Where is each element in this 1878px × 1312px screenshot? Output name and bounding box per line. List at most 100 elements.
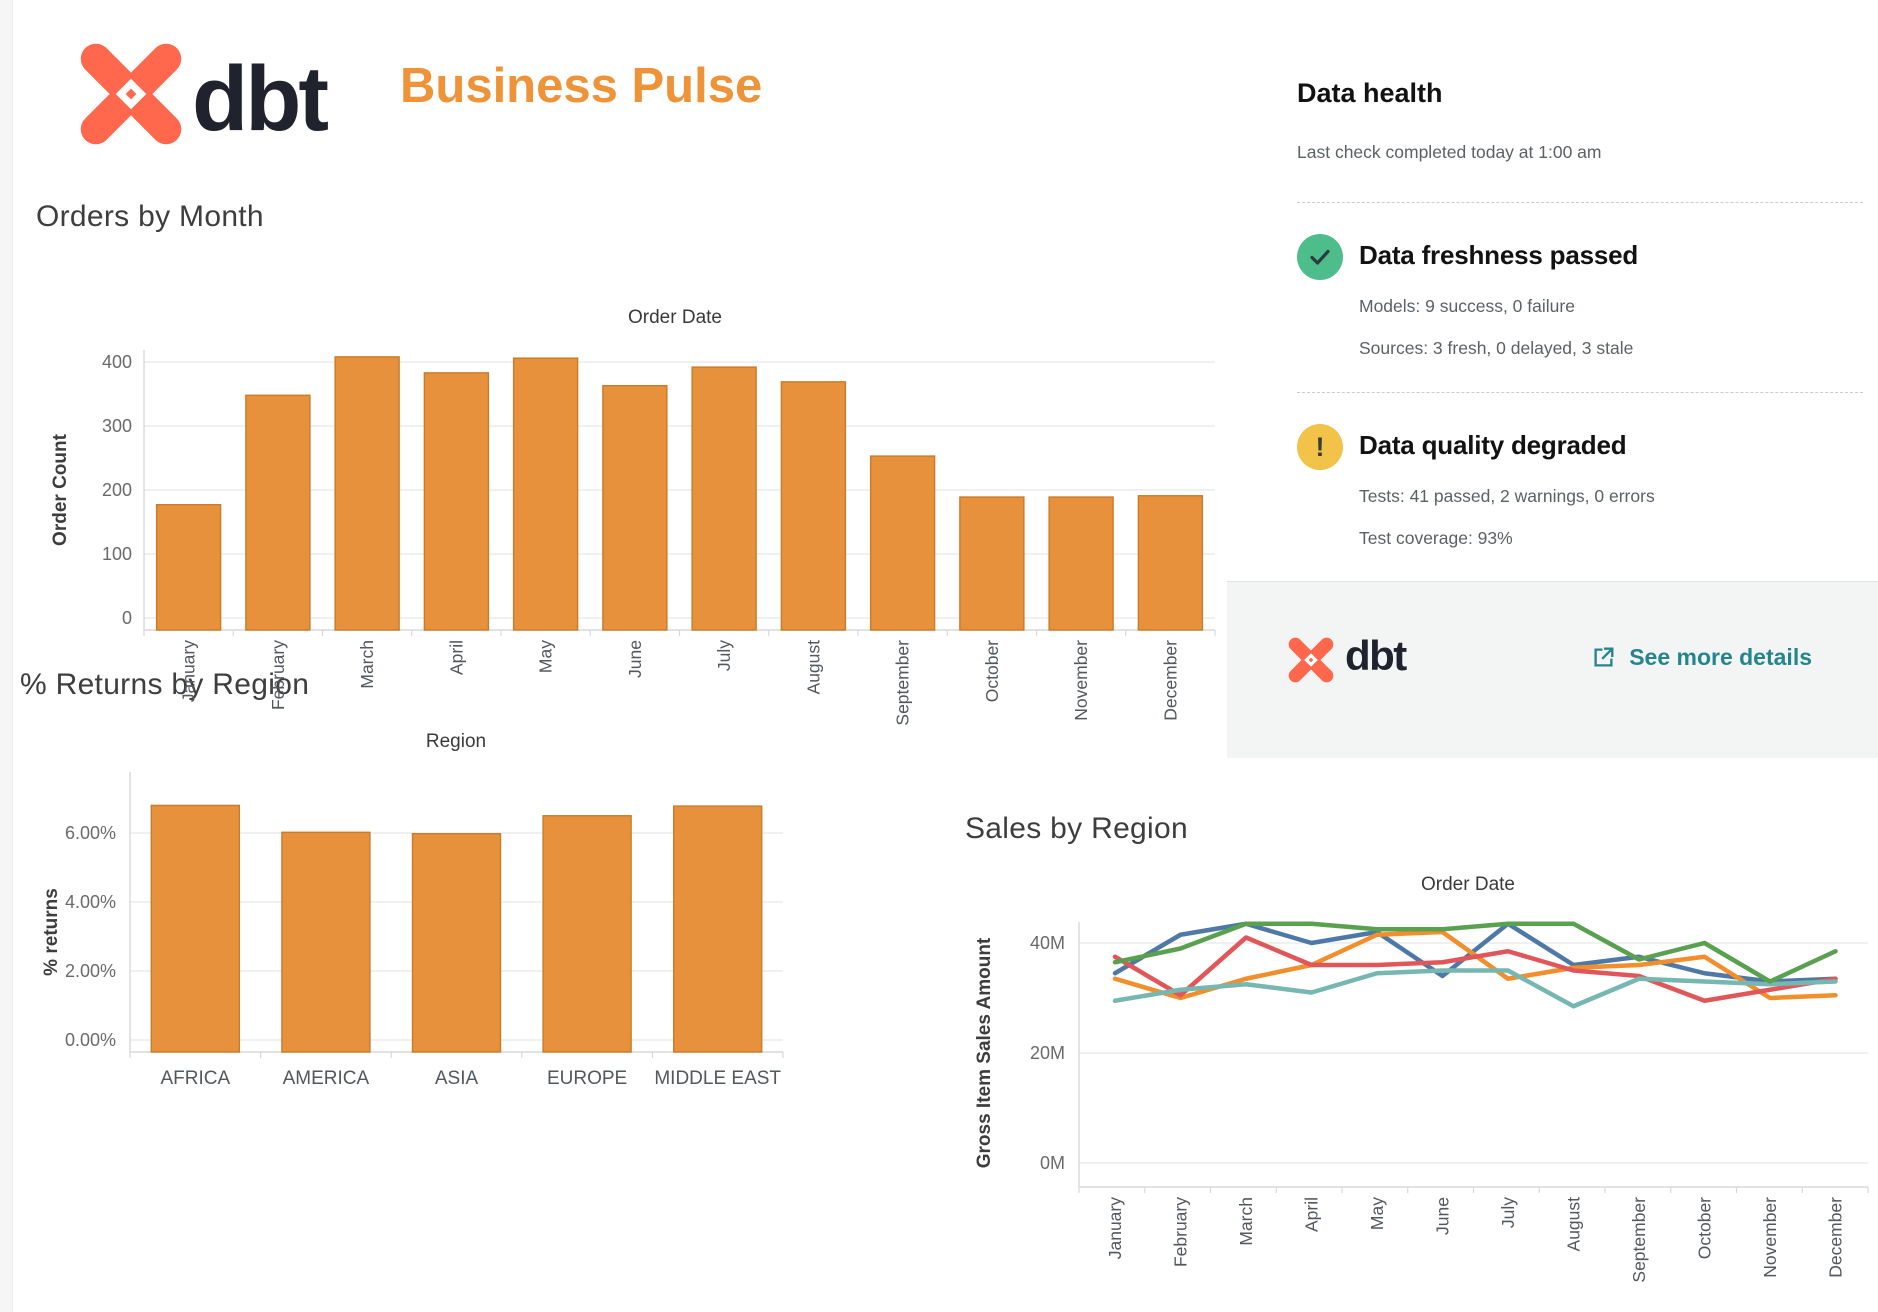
pane-subtitle: Order Date xyxy=(1421,874,1515,895)
warning-glyph: ! xyxy=(1315,431,1325,462)
y-tick-label: 2.00% xyxy=(65,961,116,981)
bar-africa xyxy=(150,804,241,1053)
x-category-label: September xyxy=(1629,1197,1649,1283)
bar-october xyxy=(959,496,1025,631)
external-link-icon xyxy=(1594,647,1614,667)
bar-america xyxy=(281,831,371,1053)
bar-december xyxy=(1137,495,1204,631)
y-axis-title: Gross Item Sales Amount xyxy=(974,937,995,1168)
y-tick-label: 0 xyxy=(122,608,132,628)
page-title: Business Pulse xyxy=(400,59,763,113)
x-category-label: November xyxy=(1760,1197,1780,1278)
x-category-label: December xyxy=(1826,1197,1846,1278)
bar-july xyxy=(691,366,757,631)
warning-icon: ! xyxy=(1297,424,1343,470)
pane-subtitle: Order Date xyxy=(628,307,722,328)
x-category-label: November xyxy=(1071,640,1091,721)
x-category-label: EUROPE xyxy=(547,1068,627,1089)
bar-middle-east xyxy=(673,805,763,1053)
brand-wordmark: dbt xyxy=(192,47,329,150)
y-axis-title: % returns xyxy=(41,888,62,976)
separator xyxy=(1297,392,1863,393)
x-category-label: October xyxy=(1695,1197,1715,1259)
x-category-label: July xyxy=(1498,1197,1518,1228)
x-category-label: April xyxy=(446,640,466,675)
x-category-label: May xyxy=(536,640,556,673)
models-status-line: Models: 9 success, 0 failure xyxy=(1359,296,1575,316)
chart-title-orders-by-month: Orders by Month xyxy=(36,200,264,233)
y-tick-label: 6.00% xyxy=(65,823,116,843)
line-asia xyxy=(1112,935,1838,1003)
x-category-label: April xyxy=(1302,1197,1322,1232)
pane-subtitle: Region xyxy=(426,731,486,752)
data-health-panel: Data health Last check completed today a… xyxy=(1227,36,1878,758)
x-category-label: February xyxy=(1171,1197,1191,1267)
x-category-label: September xyxy=(893,640,913,726)
chart-title-returns-by-region: % Returns by Region xyxy=(20,668,310,701)
chart-title-sales-by-region: Sales by Region xyxy=(965,812,1188,845)
bar-may xyxy=(512,357,579,631)
y-tick-label: 20M xyxy=(1030,1043,1065,1063)
x-category-label: June xyxy=(625,640,645,678)
see-more-details-link[interactable]: See more details xyxy=(1590,644,1812,671)
x-category-label: March xyxy=(357,640,377,689)
bars xyxy=(155,356,1204,631)
x-category-label: January xyxy=(1105,1197,1125,1260)
coverage-status-line: Test coverage: 93% xyxy=(1359,528,1513,548)
y-tick-label: 200 xyxy=(102,480,132,500)
line-europe xyxy=(1112,968,1838,1009)
y-tick-label: 40M xyxy=(1030,933,1065,953)
sources-status-line: Sources: 3 fresh, 0 delayed, 3 stale xyxy=(1359,338,1634,358)
quality-status-title: Data quality degraded xyxy=(1359,430,1627,460)
x-category-label: February xyxy=(268,640,288,710)
x-category-label: MIDDLE EAST xyxy=(654,1068,781,1089)
x-category-label: July xyxy=(714,640,734,671)
bar-asia xyxy=(411,832,502,1053)
bar-september xyxy=(869,455,936,631)
bar-august xyxy=(780,381,847,631)
bar-november xyxy=(1048,496,1114,631)
bar-april xyxy=(423,372,490,631)
x-category-label: AMERICA xyxy=(283,1068,370,1089)
x-category-label: December xyxy=(1160,640,1180,721)
lines xyxy=(1112,921,1838,1009)
data-health-footer: dbt See more details xyxy=(1227,581,1878,758)
check-icon xyxy=(1297,234,1343,280)
check-glyph xyxy=(1310,249,1330,265)
bar-europe xyxy=(542,815,632,1053)
window-edge xyxy=(0,0,13,1312)
dbt-logo xyxy=(80,43,182,145)
bars xyxy=(150,804,763,1053)
data-health-title: Data health xyxy=(1297,78,1443,108)
x-category-label: August xyxy=(1564,1197,1584,1252)
returns-by-region-chart: 0.00% 2.00% 4.00% 6.00% AFRICA AMERICA ASIA EUR… xyxy=(41,731,784,1089)
last-check-text: Last check completed today at 1:00 am xyxy=(1297,142,1602,162)
y-axis-title: Order Count xyxy=(50,433,71,546)
line-middle-east xyxy=(1112,921,1838,984)
bar-february xyxy=(245,394,311,631)
freshness-status-title: Data freshness passed xyxy=(1359,240,1639,270)
y-tick-label: 0M xyxy=(1040,1153,1065,1173)
bar-march xyxy=(334,356,400,631)
x-category-label: January xyxy=(179,640,199,703)
bar-june xyxy=(602,384,668,631)
y-tick-label: 0.00% xyxy=(65,1030,116,1050)
y-tick-label: 400 xyxy=(102,352,132,372)
x-category-label: March xyxy=(1236,1197,1256,1246)
x-category-label: AFRICA xyxy=(160,1068,230,1089)
dbt-logo xyxy=(1288,637,1334,683)
brand-wordmark-small: dbt xyxy=(1345,632,1407,679)
x-category-label: May xyxy=(1367,1197,1387,1230)
bar-january xyxy=(155,504,222,631)
separator xyxy=(1297,202,1863,203)
x-category-label: June xyxy=(1433,1197,1453,1235)
x-category-label: October xyxy=(982,640,1002,702)
sales-by-region-chart: 0M 20M 40M January February March April May June… xyxy=(974,874,1869,1283)
x-category-label: ASIA xyxy=(435,1068,479,1089)
tests-status-line: Tests: 41 passed, 2 warnings, 0 errors xyxy=(1359,486,1655,506)
orders-by-month-chart: 0 100 200 300 400 January February March April Ma… xyxy=(50,307,1216,726)
gridlines xyxy=(144,361,1215,619)
gridlines xyxy=(1079,942,1868,1164)
see-more-details-label: See more details xyxy=(1629,644,1812,670)
